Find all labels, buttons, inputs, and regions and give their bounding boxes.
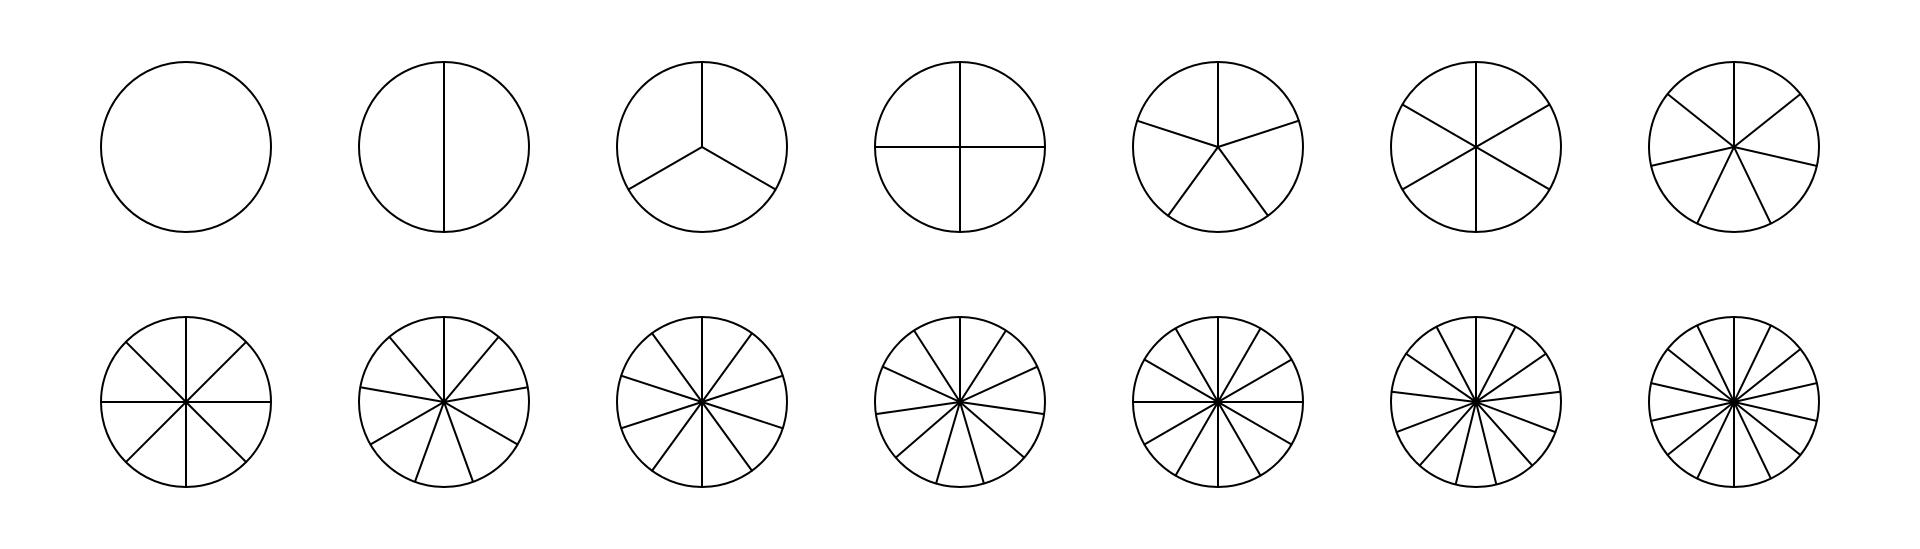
fraction-circles-grid <box>91 52 1829 497</box>
circle-row <box>91 307 1829 497</box>
fraction-circle-13 <box>1381 307 1571 497</box>
fraction-circle-2 <box>349 52 539 242</box>
fraction-circle-5 <box>1123 52 1313 242</box>
fraction-circle-10 <box>607 307 797 497</box>
fraction-circle-8 <box>91 307 281 497</box>
fraction-circle-4 <box>865 52 1055 242</box>
fraction-circle-7 <box>1639 52 1829 242</box>
fraction-circle-14 <box>1639 307 1829 497</box>
fraction-circle-11 <box>865 307 1055 497</box>
fraction-circle-3 <box>607 52 797 242</box>
fraction-circle-6 <box>1381 52 1571 242</box>
fraction-circle-1 <box>91 52 281 242</box>
circle-row <box>91 52 1829 242</box>
fraction-circle-12 <box>1123 307 1313 497</box>
fraction-circle-9 <box>349 307 539 497</box>
